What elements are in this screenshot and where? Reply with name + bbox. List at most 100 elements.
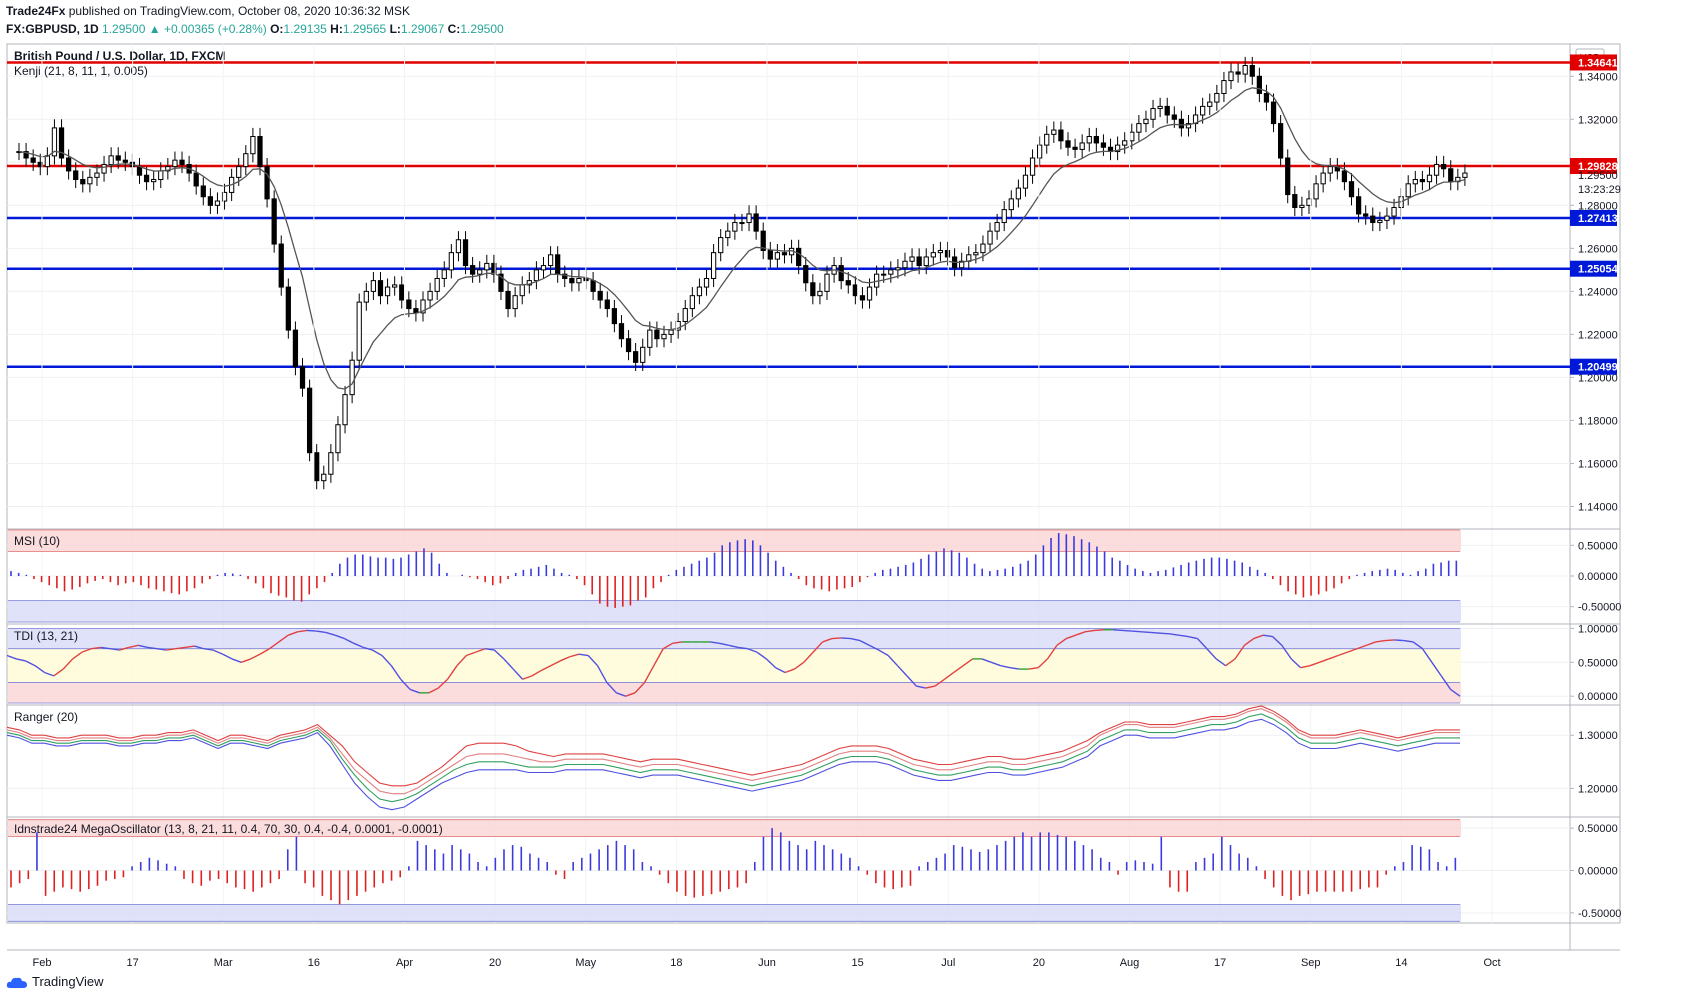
candle	[1044, 133, 1050, 146]
tdi-segment	[138, 644, 148, 649]
candle	[1015, 187, 1022, 200]
candle	[335, 424, 341, 454]
candle	[58, 127, 65, 159]
tdi-segment	[353, 642, 364, 649]
y-tick-label: -0.50000	[1578, 602, 1621, 614]
tdi-segment	[53, 668, 64, 677]
publisher-name[interactable]: Trade24Fx	[6, 4, 66, 18]
x-tick-label: Oct	[1483, 957, 1500, 969]
candle	[1150, 108, 1156, 120]
tdi-segment	[512, 668, 524, 680]
tdi-segment	[906, 675, 917, 687]
high-value: 1.29565	[342, 22, 387, 36]
candle	[888, 269, 894, 275]
y-tick-label: 1.34000	[1578, 71, 1618, 83]
tdi-segment	[812, 641, 824, 653]
candle	[420, 299, 426, 314]
published-text: published on TradingView.com, October 08…	[68, 4, 411, 18]
close-label: C:	[447, 22, 461, 36]
candle	[1448, 168, 1454, 183]
candle	[633, 351, 639, 363]
x-tick-label: 15	[852, 957, 864, 969]
tdi-segment	[738, 646, 748, 650]
tdi-segment	[578, 653, 589, 657]
candle	[427, 290, 433, 301]
candle	[236, 166, 242, 178]
candle	[1207, 101, 1213, 107]
candle	[824, 273, 830, 292]
tdi-segment	[231, 658, 242, 663]
y-tick-label: 1.18000	[1578, 415, 1618, 427]
candle	[207, 196, 213, 206]
candle	[973, 252, 979, 256]
tdi-segment	[1122, 629, 1132, 632]
candle	[1200, 105, 1206, 116]
candle	[1086, 135, 1092, 144]
chart-canvas[interactable]: 1.14000 1.16000 1.18000 1.20000 1.22000 1.240…	[0, 0, 1688, 972]
tdi-segment	[6, 654, 17, 660]
candle	[172, 159, 178, 168]
tdi-segment	[1131, 630, 1142, 633]
tdi-segment	[100, 646, 111, 650]
y-tick-label: 1.22000	[1578, 329, 1618, 341]
candle	[909, 256, 915, 262]
x-tick-label: 14	[1395, 957, 1407, 969]
tdi-segment	[390, 665, 402, 680]
tdi-segment	[662, 642, 673, 650]
candle	[392, 284, 398, 288]
tdi-segment	[643, 665, 655, 683]
candle	[101, 163, 107, 174]
candle	[292, 329, 299, 368]
open-label: O:	[270, 22, 284, 36]
tdi-segment	[503, 658, 514, 670]
tdi-segment	[1375, 639, 1386, 643]
candle	[540, 265, 547, 271]
tdi-segment	[175, 646, 186, 650]
indicator-title: Ranger (20)	[14, 710, 78, 724]
symbol-line: FX:GBPUSD, 1D 1.29500 ▲ +0.00365 (+0.28%…	[6, 22, 504, 36]
candle	[1327, 166, 1333, 174]
tdi-segment	[1187, 635, 1198, 640]
tdi-segment	[203, 648, 214, 651]
tdi-segment	[1366, 641, 1376, 647]
candle	[1285, 157, 1291, 196]
tdi-segment	[128, 644, 139, 649]
tdi-segment	[616, 692, 626, 697]
candle	[937, 250, 944, 254]
tdi-segment	[297, 629, 308, 633]
tdi-segment	[1056, 637, 1067, 646]
tdi-segment	[484, 648, 495, 651]
tdi-segment	[185, 645, 195, 649]
candle	[916, 256, 922, 267]
tdi-segment	[916, 685, 926, 689]
tdi-segment	[147, 646, 158, 650]
candle	[725, 230, 731, 239]
tdi-segment	[1215, 658, 1227, 667]
candle	[796, 247, 802, 267]
tdi-segment	[559, 656, 570, 662]
candle	[512, 295, 518, 310]
tdi-segment	[596, 665, 608, 683]
tdi-segment	[428, 687, 439, 694]
x-tick-label: 20	[1033, 957, 1045, 969]
tdi-segment	[569, 653, 580, 658]
candle	[1412, 179, 1418, 185]
x-tick-label: 17	[127, 957, 139, 969]
tdi-segment	[306, 629, 317, 632]
tdi-segment	[25, 660, 36, 667]
candle	[1122, 140, 1128, 146]
candle	[895, 267, 901, 271]
candle	[1462, 172, 1468, 178]
tdi-segment	[156, 648, 167, 651]
candle	[434, 277, 440, 292]
candle	[1263, 92, 1270, 103]
candle	[1079, 142, 1085, 150]
tdi-segment	[822, 637, 833, 643]
candle	[569, 277, 575, 284]
candle	[94, 172, 100, 178]
tdi-segment	[259, 648, 270, 655]
candle	[264, 166, 270, 200]
tdi-segment	[1394, 639, 1404, 642]
x-tick-label: 20	[489, 957, 501, 969]
tdi-segment	[287, 631, 298, 636]
